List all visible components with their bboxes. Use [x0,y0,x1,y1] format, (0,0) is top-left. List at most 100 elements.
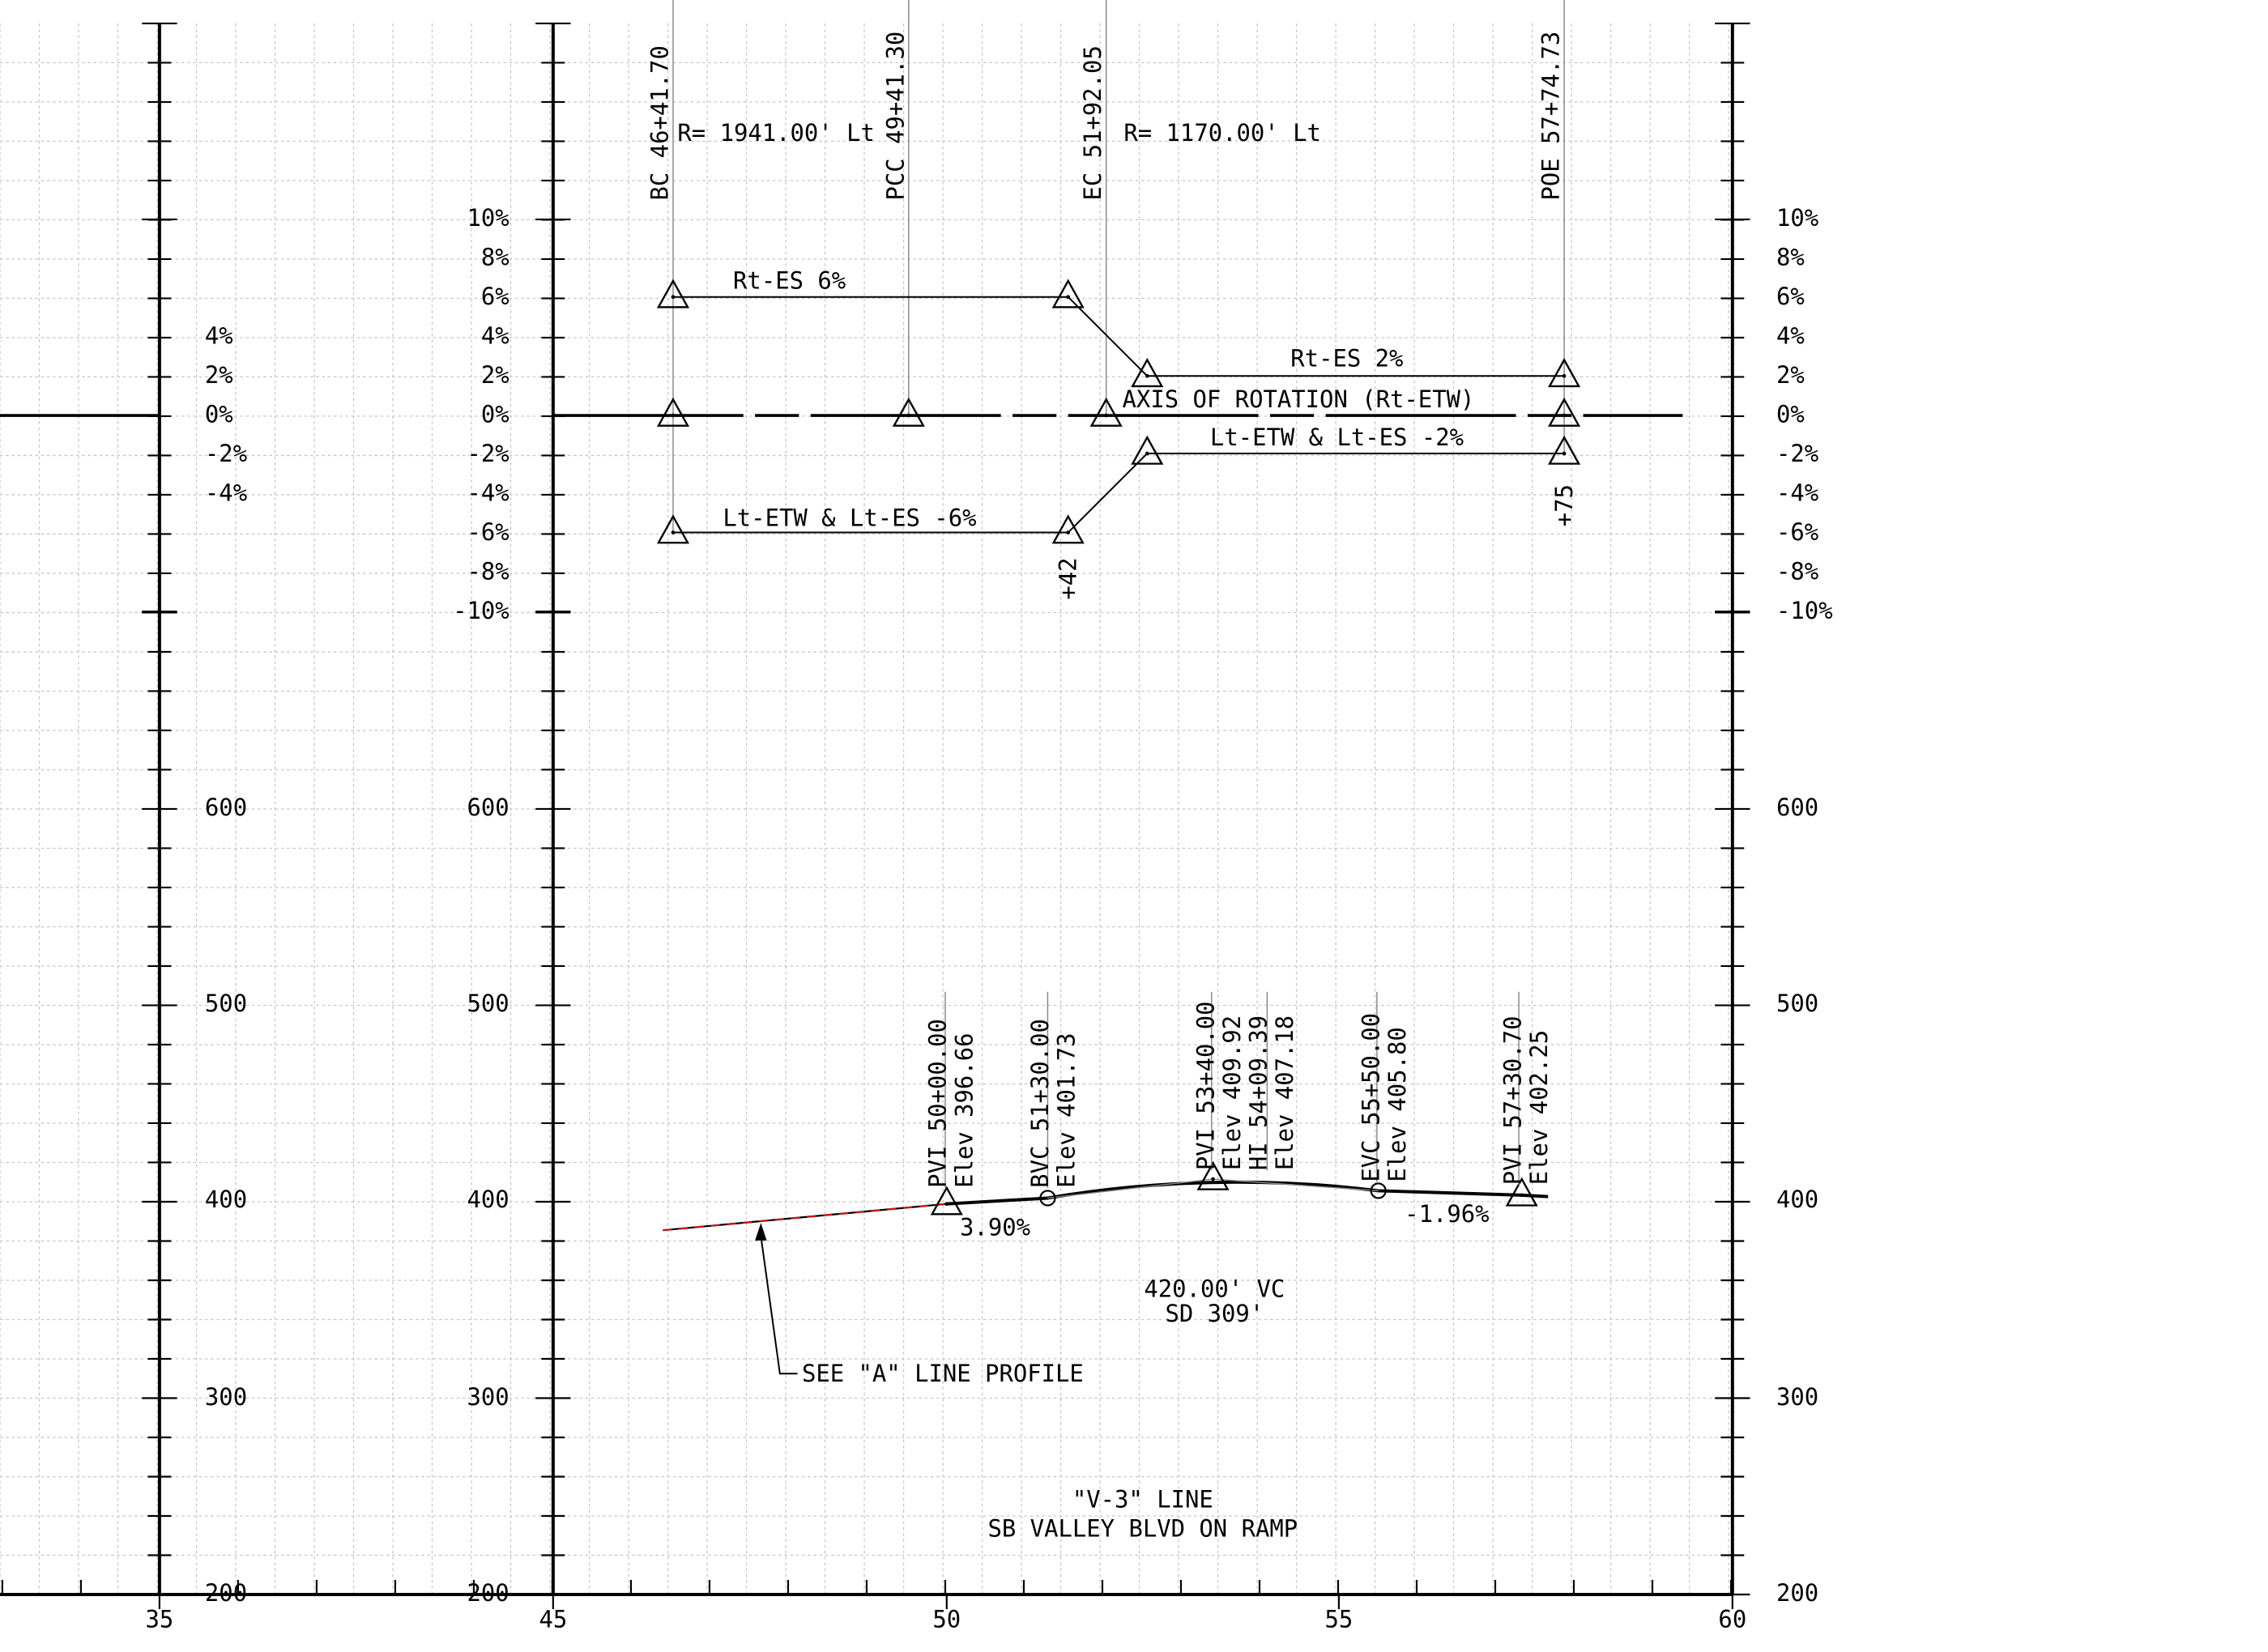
point [1211,1177,1215,1182]
triangle [1131,435,1164,465]
x-tick-label: 55 [1325,1606,1354,1633]
triangle [930,1186,963,1216]
point-label: Elev 405.80 [1383,1027,1411,1182]
point [1145,373,1149,378]
point [1066,295,1071,300]
superelevation-label: 10% [467,204,509,232]
superelevation-label: 2% [1776,361,1805,389]
superelevation-label: 4% [1776,321,1805,349]
note: +42 [1055,557,1082,599]
x-tick-label: 60 [1718,1606,1746,1633]
superelevation-label: -4% [205,479,247,506]
elevation-label: 500 [467,990,509,1017]
triangle [1548,397,1581,427]
superelevation-label: -2% [467,440,509,467]
rt-es-line [672,296,1565,377]
elevation-label: 500 [205,990,247,1017]
point-label: PVI 57+30.70 [1499,1015,1527,1185]
point [944,1202,949,1207]
point [1039,1190,1056,1207]
point-label: PVI 53+40.00 [1192,1001,1219,1170]
elevation-label: 400 [1776,1186,1818,1213]
superelevation-label: 8% [1776,243,1805,270]
point-label: EVC 55+50.00 [1357,1013,1384,1182]
superelevation-label: 0% [481,400,509,428]
triangle [1196,1160,1230,1190]
title: SB VALLEY BLVD ON RAMP [988,1515,1298,1543]
superelevation-label: -6% [1776,518,1818,546]
superelevation-label: 2% [205,361,233,389]
superelevation-label: 6% [481,283,509,310]
elevation-label: 200 [1776,1579,1818,1607]
point [671,413,676,418]
superelevation-label: -8% [1776,557,1818,585]
triangle [1548,435,1581,465]
x-tick-label: 45 [539,1606,567,1633]
lt-es-line [672,452,1565,534]
grade-label: 3.90% [960,1213,1030,1241]
elevation-label: 400 [467,1186,509,1213]
superelevation-label: 8% [481,243,509,270]
profile [946,1180,1549,1206]
point-label: Elev 407.18 [1271,1015,1298,1170]
point [1145,451,1149,456]
triangle [1548,357,1581,388]
triangle [1505,1177,1538,1207]
triangle [656,279,690,309]
elevation-label: 300 [205,1383,247,1411]
superelevation-label: -4% [1776,479,1818,506]
triangle [656,397,690,427]
point-label: Elev 396.66 [950,1032,978,1187]
point [1562,373,1567,378]
station-label: BC 46+41.70 [646,45,674,200]
curve-label: SD 309' [1165,1300,1264,1327]
superelevation-label: -8% [467,557,509,585]
note: Lt-ETW & Lt-ES -6% [723,504,976,531]
triangle [1131,357,1164,388]
x-tick-label: 35 [146,1606,174,1633]
reference-label: SEE "A" LINE PROFILE [802,1360,1084,1387]
elevation-label: 400 [205,1186,247,1213]
station-label: PCC 49+41.30 [881,32,909,201]
grade-label: -1.96% [1405,1200,1489,1228]
superelevation-label: 0% [1776,400,1805,428]
superelevation-label: -2% [1776,440,1818,467]
triangle [892,397,925,427]
superelevation-label: 4% [205,321,233,349]
point [1520,1193,1524,1198]
superelevation-label: -10% [1776,597,1833,624]
triangle [1051,279,1085,309]
leader [760,1236,798,1375]
elevation-label: 600 [1776,794,1818,821]
point-label: BVC 51+30.00 [1026,1019,1054,1188]
point [1104,413,1109,418]
point [671,295,676,300]
point [1066,530,1071,534]
superelevation-label: -4% [467,479,509,506]
arrow [755,1223,767,1241]
point-label: Elev 402.25 [1525,1030,1553,1185]
elevation-label: 200 [467,1579,509,1607]
note: Lt-ETW & Lt-ES -2% [1210,424,1464,451]
point [906,413,911,418]
superelevation-label: -2% [205,440,247,467]
title: "V-3" LINE [1072,1485,1213,1513]
superelevation-label: 6% [1776,283,1805,310]
superelevation-label: -6% [467,518,509,546]
elevation-label: 300 [467,1383,509,1411]
curve-label: 420.00' VC [1144,1275,1285,1302]
elevation-label: 600 [205,794,247,821]
note: +75 [1550,484,1578,526]
elevation-label: 200 [205,1579,247,1607]
reference-profile [663,1203,947,1232]
point-label: Elev 409.92 [1218,1015,1246,1170]
superelevation-label: 10% [1776,204,1818,232]
triangle [1089,397,1123,427]
point [671,530,676,534]
point-label: HI 54+09.39 [1244,1015,1272,1170]
point [1370,1182,1387,1199]
curve-label: R= 1941.00' Lt [677,119,875,147]
elevation-label: 500 [1776,990,1818,1017]
